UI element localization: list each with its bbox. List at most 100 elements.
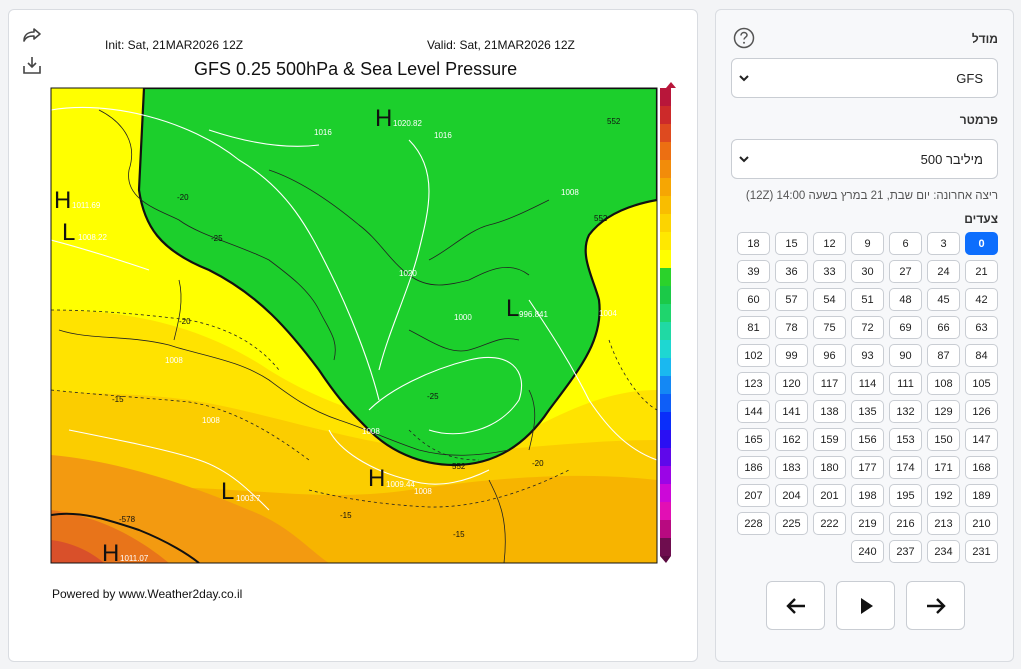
- step-button-228[interactable]: 228: [737, 512, 770, 535]
- step-button-210[interactable]: 210: [965, 512, 998, 535]
- step-button-111[interactable]: 111: [889, 372, 922, 395]
- step-button-126[interactable]: 126: [965, 400, 998, 423]
- step-button-171[interactable]: 171: [927, 456, 960, 479]
- step-button-21[interactable]: 21: [965, 260, 998, 283]
- next-button[interactable]: [906, 581, 965, 630]
- step-button-198[interactable]: 198: [851, 484, 884, 507]
- pressure-letter: H: [54, 187, 71, 214]
- step-button-51[interactable]: 51: [851, 288, 884, 311]
- step-button-15[interactable]: 15: [775, 232, 808, 255]
- step-button-33[interactable]: 33: [813, 260, 846, 283]
- contour-label: 1016: [314, 128, 332, 137]
- step-button-99[interactable]: 99: [775, 344, 808, 367]
- param-select-value: 500 מיליבר: [920, 152, 983, 167]
- step-button-222[interactable]: 222: [813, 512, 846, 535]
- step-button-30[interactable]: 30: [851, 260, 884, 283]
- step-button-45[interactable]: 45: [927, 288, 960, 311]
- step-button-225[interactable]: 225: [775, 512, 808, 535]
- step-button-201[interactable]: 201: [813, 484, 846, 507]
- step-button-102[interactable]: 102: [737, 344, 770, 367]
- step-button-96[interactable]: 96: [813, 344, 846, 367]
- step-button-219[interactable]: 219: [851, 512, 884, 535]
- contour-label: 1020: [399, 269, 417, 278]
- prev-button[interactable]: [766, 581, 825, 630]
- step-button-174[interactable]: 174: [889, 456, 922, 479]
- step-button-189[interactable]: 189: [965, 484, 998, 507]
- contour-label: 552: [607, 117, 621, 126]
- step-button-234[interactable]: 234: [927, 540, 960, 563]
- contour-label: 1008: [362, 427, 380, 436]
- step-button-63[interactable]: 63: [965, 316, 998, 339]
- help-icon[interactable]: [733, 27, 755, 49]
- step-button-138[interactable]: 138: [813, 400, 846, 423]
- color-scale: [660, 82, 676, 563]
- step-button-42[interactable]: 42: [965, 288, 998, 311]
- step-button-129[interactable]: 129: [927, 400, 960, 423]
- step-button-186[interactable]: 186: [737, 456, 770, 479]
- step-button-60[interactable]: 60: [737, 288, 770, 311]
- step-button-159[interactable]: 159: [813, 428, 846, 451]
- step-button-69[interactable]: 69: [889, 316, 922, 339]
- step-button-183[interactable]: 183: [775, 456, 808, 479]
- step-button-216[interactable]: 216: [889, 512, 922, 535]
- contour-label: 1004: [599, 309, 617, 318]
- step-button-9[interactable]: 9: [851, 232, 884, 255]
- step-button-117[interactable]: 117: [813, 372, 846, 395]
- model-label: מודל: [971, 32, 998, 46]
- step-button-240[interactable]: 240: [851, 540, 884, 563]
- step-button-81[interactable]: 81: [737, 316, 770, 339]
- step-button-192[interactable]: 192: [927, 484, 960, 507]
- step-button-18[interactable]: 18: [737, 232, 770, 255]
- step-button-177[interactable]: 177: [851, 456, 884, 479]
- step-button-27[interactable]: 27: [889, 260, 922, 283]
- share-icon[interactable]: [21, 24, 43, 46]
- step-button-123[interactable]: 123: [737, 372, 770, 395]
- step-button-135[interactable]: 135: [851, 400, 884, 423]
- step-button-141[interactable]: 141: [775, 400, 808, 423]
- step-button-120[interactable]: 120: [775, 372, 808, 395]
- step-button-66[interactable]: 66: [927, 316, 960, 339]
- step-button-6[interactable]: 6: [889, 232, 922, 255]
- step-button-84[interactable]: 84: [965, 344, 998, 367]
- step-button-195[interactable]: 195: [889, 484, 922, 507]
- step-button-165[interactable]: 165: [737, 428, 770, 451]
- step-button-237[interactable]: 237: [889, 540, 922, 563]
- step-button-48[interactable]: 48: [889, 288, 922, 311]
- last-run-info: ריצה אחרונה: יום שבת, 21 במרץ בשעה 14:00…: [745, 190, 998, 202]
- step-button-231[interactable]: 231: [965, 540, 998, 563]
- step-button-57[interactable]: 57: [775, 288, 808, 311]
- step-button-162[interactable]: 162: [775, 428, 808, 451]
- step-button-204[interactable]: 204: [775, 484, 808, 507]
- step-button-39[interactable]: 39: [737, 260, 770, 283]
- step-button-24[interactable]: 24: [927, 260, 960, 283]
- step-button-108[interactable]: 108: [927, 372, 960, 395]
- step-button-90[interactable]: 90: [889, 344, 922, 367]
- step-button-132[interactable]: 132: [889, 400, 922, 423]
- step-button-114[interactable]: 114: [851, 372, 884, 395]
- step-button-207[interactable]: 207: [737, 484, 770, 507]
- step-button-153[interactable]: 153: [889, 428, 922, 451]
- param-select[interactable]: 500 מיליבר: [731, 139, 998, 179]
- step-button-93[interactable]: 93: [851, 344, 884, 367]
- step-button-36[interactable]: 36: [775, 260, 808, 283]
- step-button-12[interactable]: 12: [813, 232, 846, 255]
- step-button-54[interactable]: 54: [813, 288, 846, 311]
- pressure-letter: L: [221, 478, 234, 505]
- step-button-75[interactable]: 75: [813, 316, 846, 339]
- model-select[interactable]: GFS: [731, 58, 998, 98]
- step-button-87[interactable]: 87: [927, 344, 960, 367]
- step-button-156[interactable]: 156: [851, 428, 884, 451]
- step-button-3[interactable]: 3: [927, 232, 960, 255]
- step-button-213[interactable]: 213: [927, 512, 960, 535]
- step-button-180[interactable]: 180: [813, 456, 846, 479]
- step-button-150[interactable]: 150: [927, 428, 960, 451]
- download-icon[interactable]: [21, 54, 43, 76]
- step-button-147[interactable]: 147: [965, 428, 998, 451]
- step-button-144[interactable]: 144: [737, 400, 770, 423]
- step-button-0[interactable]: 0: [965, 232, 998, 255]
- step-button-105[interactable]: 105: [965, 372, 998, 395]
- step-button-72[interactable]: 72: [851, 316, 884, 339]
- play-button[interactable]: [836, 581, 895, 630]
- step-button-168[interactable]: 168: [965, 456, 998, 479]
- step-button-78[interactable]: 78: [775, 316, 808, 339]
